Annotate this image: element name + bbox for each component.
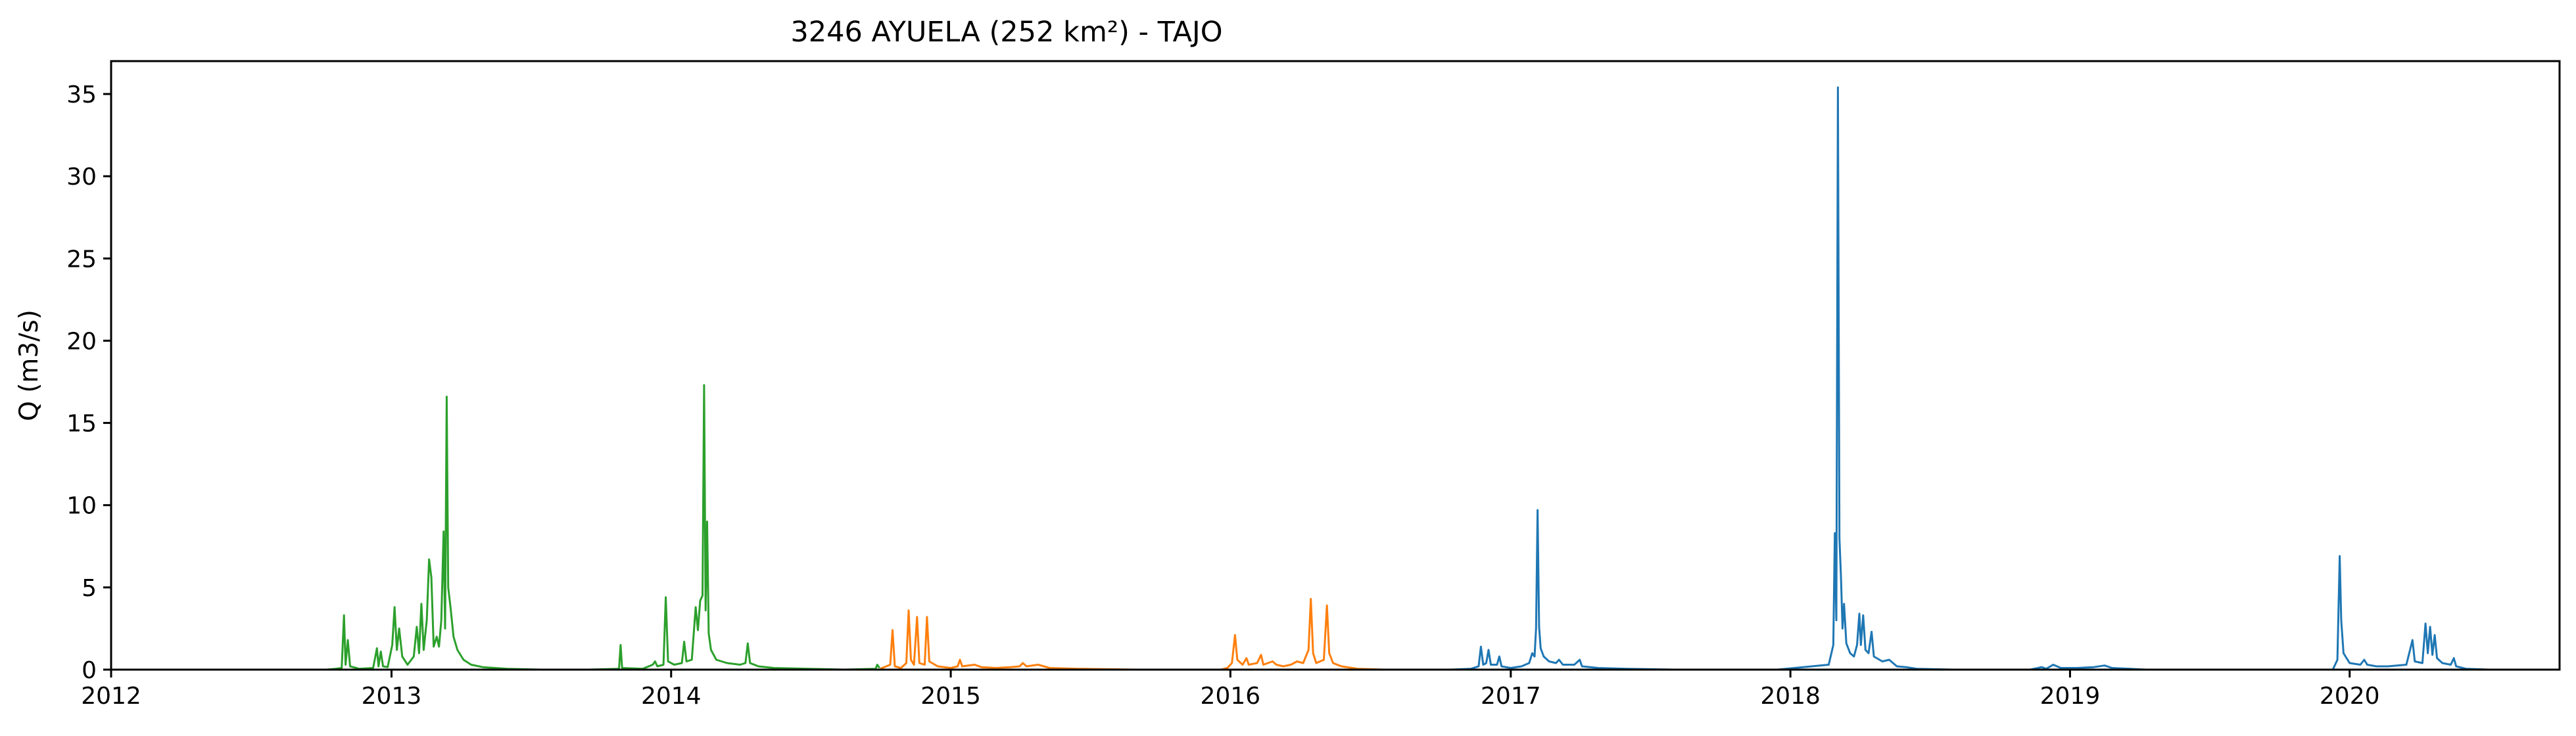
y-tick-label: 20 xyxy=(66,328,97,355)
x-tick-label: 2016 xyxy=(1201,683,1261,710)
x-tick-label: 2017 xyxy=(1481,683,1541,710)
x-tick-label: 2014 xyxy=(641,683,702,710)
series-line-3 xyxy=(1450,86,2489,671)
x-tick-label: 2013 xyxy=(362,683,422,710)
y-tick-label: 25 xyxy=(66,246,97,273)
y-tick-label: 0 xyxy=(82,657,97,684)
x-tick-label: 2020 xyxy=(2320,683,2380,710)
series-line-1 xyxy=(326,384,880,671)
x-tick-label: 2019 xyxy=(2040,683,2101,710)
x-tick-label: 2018 xyxy=(1760,683,1821,710)
chart-title: 3246 AYUELA (252 km²) - TAJO xyxy=(790,16,1222,49)
y-axis-label: Q (m3/s) xyxy=(14,310,44,421)
x-tick-label: 2012 xyxy=(81,683,141,710)
x-axis-ticks: 2012 2013 2014 2015 2016 2017 2018 2019 2020 xyxy=(81,670,2380,710)
y-axis-ticks: 0 5 10 15 20 25 30 35 xyxy=(66,81,111,684)
y-tick-label: 15 xyxy=(66,411,97,438)
y-tick-label: 30 xyxy=(66,164,97,191)
plot-frame xyxy=(110,60,2561,671)
x-tick-label: 2015 xyxy=(920,683,981,710)
y-tick-label: 10 xyxy=(66,493,97,520)
y-tick-label: 5 xyxy=(82,575,97,602)
y-tick-label: 35 xyxy=(66,81,97,108)
